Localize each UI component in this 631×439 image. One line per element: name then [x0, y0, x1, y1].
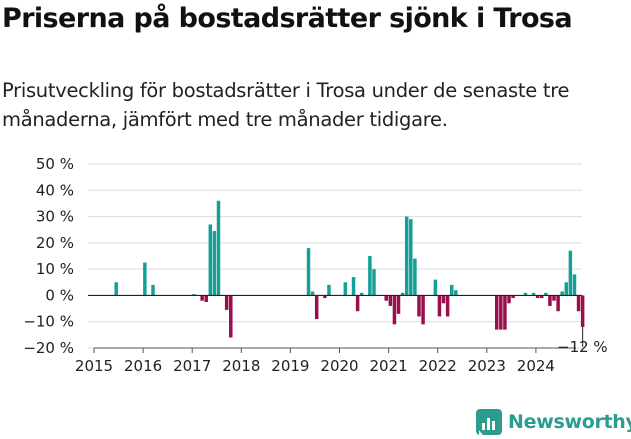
x-tick-label: 2019: [271, 357, 309, 375]
bar: [396, 295, 401, 314]
bar: [151, 284, 155, 296]
x-axis: 2015 2016 2017 2018 2019 2020 2021 2022 2023 2024: [75, 294, 582, 375]
bar: [560, 291, 564, 296]
x-tick-label: 2020: [320, 357, 358, 375]
bar: [114, 282, 118, 296]
x-tick-label: 2015: [75, 357, 113, 375]
bar: [372, 269, 376, 296]
bar: [511, 295, 515, 299]
bar: [544, 292, 548, 296]
bar: [208, 224, 213, 296]
bar: [556, 295, 560, 312]
bar: [224, 295, 229, 310]
bar: [564, 282, 569, 296]
y-tick-label: 50 %: [36, 155, 74, 173]
bar: [531, 292, 536, 296]
bar: [494, 295, 499, 330]
bar: [433, 279, 438, 296]
x-tick-label: 2022: [419, 357, 457, 375]
bar: [413, 258, 417, 296]
bar: [507, 295, 511, 304]
bar: [548, 295, 552, 306]
bar: [204, 295, 208, 302]
bar: [355, 295, 360, 312]
x-tick-label: 2021: [370, 357, 408, 375]
bar: [323, 295, 327, 299]
annotations: −12 %: [557, 326, 608, 356]
y-tick-label: 20 %: [36, 234, 74, 252]
bar: [454, 290, 458, 296]
newsworthy-logo-icon: [476, 409, 502, 435]
newsworthy-logo-text: Newsworthy: [508, 411, 631, 433]
y-tick-label: 0 %: [45, 286, 74, 304]
bar: [314, 295, 319, 320]
bar: [445, 295, 450, 317]
x-tick-label: 2024: [517, 357, 555, 375]
bar: [499, 295, 503, 330]
x-tick-label: 2018: [222, 357, 260, 375]
bar: [535, 295, 540, 299]
y-tick-label: 10 %: [36, 260, 74, 278]
bar: [404, 216, 409, 296]
bar: [580, 295, 585, 327]
bar: [400, 292, 405, 296]
bar: [212, 231, 217, 296]
x-tick-label: 2023: [468, 357, 506, 375]
bar: [388, 295, 393, 306]
bar: [503, 295, 507, 330]
x-tick-label: 2017: [173, 357, 211, 375]
y-tick-label: −10 %: [23, 313, 74, 331]
y-tick-label: −20 %: [23, 339, 74, 357]
bar: [359, 292, 364, 296]
bar: [216, 200, 221, 296]
annotation-label: −12 %: [557, 338, 608, 356]
page-subtitle: Prisutveckling för bostadsrätter i Trosa…: [2, 79, 570, 131]
bar: [200, 295, 204, 301]
newsworthy-logo: Newsworthy: [476, 406, 631, 438]
bar: [229, 295, 233, 338]
y-tick-label: 40 %: [36, 181, 74, 199]
bar: [310, 291, 315, 296]
bar: [441, 295, 446, 304]
bar: [449, 284, 454, 296]
y-axis: 50 % 40 % 30 % 20 % 10 % 0 % −10 % −20 %: [23, 155, 74, 357]
bar: [568, 250, 573, 296]
bar: [327, 284, 331, 296]
gridlines: [88, 163, 582, 349]
bar: [552, 295, 556, 301]
bar: [368, 256, 372, 296]
bar: [343, 282, 348, 296]
bar: [409, 219, 413, 296]
page-title: Priserna på bostadsrätter sjönk i Trosa: [2, 3, 573, 34]
bar: [572, 274, 577, 296]
bar: [384, 295, 388, 301]
x-tick-label: 2016: [124, 357, 162, 375]
bars: [114, 200, 585, 338]
bar: [392, 295, 397, 325]
bar: [143, 262, 147, 296]
bar: [417, 295, 421, 317]
bar: [539, 295, 544, 299]
bar: [351, 277, 356, 296]
y-tick-label: 30 %: [36, 208, 74, 226]
bar: [192, 294, 196, 296]
bar: [421, 295, 425, 325]
bar: [437, 295, 442, 317]
bar: [523, 292, 528, 296]
bar: [306, 248, 311, 296]
bar: [576, 295, 581, 312]
